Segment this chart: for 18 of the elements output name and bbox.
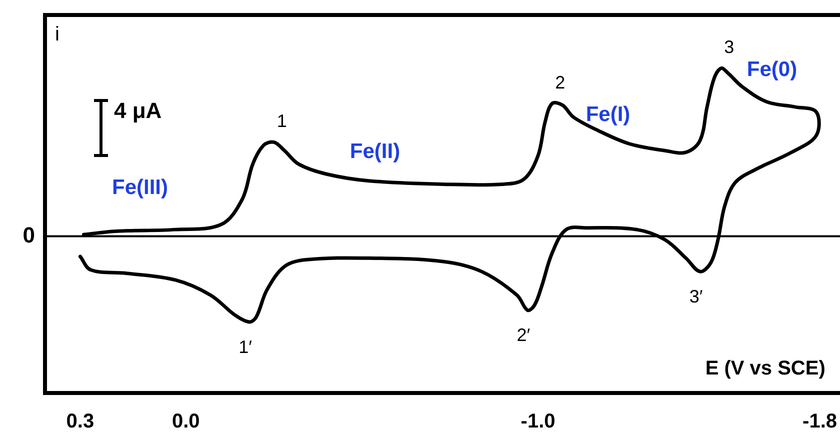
- x-tick-label: 0.0: [172, 410, 200, 433]
- annotation: Fe(0): [746, 58, 798, 82]
- ref-line-label: 0: [22, 222, 35, 248]
- x-tick-label: -1.0: [520, 410, 556, 433]
- annotation: 1′: [238, 336, 253, 357]
- annotation: 4 μA: [114, 98, 162, 124]
- annotation: 1: [276, 111, 287, 132]
- annotation: Fe(I): [586, 103, 630, 127]
- annotation: Fe(III): [112, 176, 168, 200]
- annotation: 3: [724, 37, 734, 58]
- y-axis-title: i: [55, 24, 60, 46]
- annotation: 3′: [689, 286, 704, 307]
- annotation: Fe(II): [350, 140, 400, 164]
- x-tick-label: -1.8: [802, 410, 838, 433]
- annotation: 2: [555, 72, 566, 93]
- annotation: 2′: [516, 325, 531, 346]
- x-axis-title: E (V vs SCE): [705, 358, 826, 380]
- x-tick-label: 0.3: [66, 410, 94, 433]
